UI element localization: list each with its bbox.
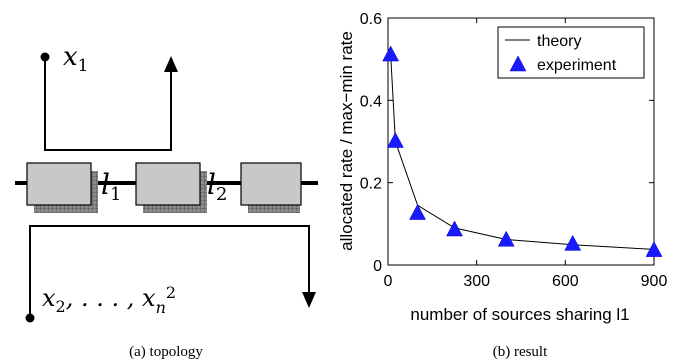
experiment-point bbox=[645, 241, 663, 257]
x-axis-ticks: 0 300 600 900 bbox=[384, 18, 668, 290]
legend-experiment-swatch bbox=[509, 55, 527, 72]
y-tick-label: 0.4 bbox=[360, 93, 382, 110]
result-caption: (b) result bbox=[493, 344, 548, 360]
experiment-point bbox=[497, 230, 515, 247]
topology-diagram: x1 l1 l2 x2, . . . , xn2 (a) topology bbox=[15, 42, 318, 360]
router-3 bbox=[240, 162, 302, 213]
series-layer bbox=[382, 45, 663, 257]
flow-xn-path bbox=[29, 225, 310, 318]
topology-caption: (a) topology bbox=[129, 344, 203, 360]
legend-theory-label: theory bbox=[537, 33, 581, 50]
flow-x1-arrowhead bbox=[164, 56, 178, 72]
flow-x1-path bbox=[44, 57, 172, 151]
legend: theory experiment bbox=[497, 26, 645, 79]
experiment-point bbox=[409, 204, 426, 220]
experiment-point bbox=[564, 234, 582, 251]
source-xn-node bbox=[25, 313, 35, 323]
link-l1-label: l1 bbox=[101, 168, 121, 205]
experiment-point bbox=[382, 45, 400, 62]
y-axis-ticks: 0 0.2 0.4 0.6 bbox=[360, 11, 654, 275]
link-l2-label: l2 bbox=[207, 168, 227, 205]
experiment-point bbox=[386, 131, 404, 148]
x-axis-label: number of sources sharing l1 bbox=[410, 305, 629, 324]
y-tick-label: 0.6 bbox=[360, 11, 382, 28]
y-tick-label: 0 bbox=[373, 258, 382, 275]
experiment-point bbox=[446, 220, 463, 237]
x-tick-label: 900 bbox=[641, 273, 668, 290]
router-2 bbox=[135, 162, 207, 213]
y-axis-label: allocated rate / max−min rate bbox=[337, 31, 356, 251]
x-tick-label: 0 bbox=[384, 273, 393, 290]
rate-chart: 00.20.40.6 0 300 600 900 theory experiment … bbox=[337, 11, 667, 360]
source-xn-label: x2, . . . , xn2 bbox=[42, 283, 176, 317]
router-1 bbox=[26, 162, 98, 213]
x-tick-label: 600 bbox=[552, 273, 579, 290]
x-tick-label: 300 bbox=[463, 273, 490, 290]
legend-experiment-label: experiment bbox=[537, 57, 617, 74]
flow-xn-arrowhead bbox=[302, 292, 316, 308]
y-tick-label: 0.2 bbox=[360, 176, 382, 193]
source-x1-label: x1 bbox=[63, 42, 89, 76]
